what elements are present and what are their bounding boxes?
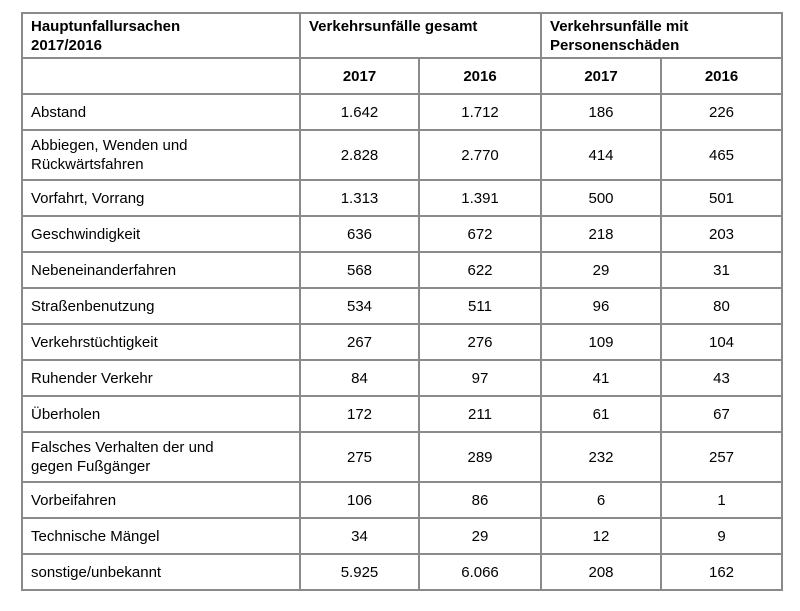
value-cell: 41 — [540, 359, 663, 397]
value-cell: 1.642 — [299, 93, 420, 131]
table-row: Verkehrstüchtigkeit 267 276 109 104 — [21, 323, 784, 361]
value-cell: 31 — [660, 251, 784, 289]
table-row: Abbiegen, Wenden und Rückwärtsfahren 2.8… — [21, 129, 784, 181]
row-label: Falsches Verhalten der und gegen Fußgäng… — [21, 431, 301, 483]
subheader-row: 2017 2016 2017 2016 — [21, 57, 784, 95]
value-cell: 203 — [660, 215, 784, 253]
value-cell: 67 — [660, 395, 784, 433]
value-cell: 636 — [299, 215, 420, 253]
table-container: Hauptunfallursachen 2017/2016 Verkehrsun… — [21, 12, 784, 591]
row-label: sonstige/unbekannt — [21, 553, 301, 591]
value-cell: 211 — [417, 395, 543, 433]
value-cell: 6 — [540, 481, 663, 519]
value-cell: 2.828 — [299, 129, 420, 181]
value-cell: 5.925 — [299, 553, 420, 591]
table-row: Vorfahrt, Vorrang 1.313 1.391 500 501 — [21, 179, 784, 217]
row-label: Nebeneinanderfahren — [21, 251, 301, 289]
header-main-causes: Hauptunfallursachen 2017/2016 — [21, 12, 301, 59]
value-cell: 226 — [660, 93, 784, 131]
value-cell: 208 — [540, 553, 663, 591]
value-cell: 568 — [299, 251, 420, 289]
row-label: Abbiegen, Wenden und Rückwärtsfahren — [21, 129, 301, 181]
value-cell: 2.770 — [417, 129, 543, 181]
table-row: Falsches Verhalten der und gegen Fußgäng… — [21, 431, 784, 483]
value-cell: 289 — [417, 431, 543, 483]
value-cell: 500 — [540, 179, 663, 217]
subheader-injuries-2017: 2017 — [540, 57, 663, 95]
row-label: Abstand — [21, 93, 301, 131]
row-label: Ruhender Verkehr — [21, 359, 301, 397]
row-label: Straßenbenutzung — [21, 287, 301, 325]
row-label: Vorfahrt, Vorrang — [21, 179, 301, 217]
table-row: Nebeneinanderfahren 568 622 29 31 — [21, 251, 784, 289]
value-cell: 6.066 — [417, 553, 543, 591]
value-cell: 96 — [540, 287, 663, 325]
table-row: Ruhender Verkehr 84 97 41 43 — [21, 359, 784, 397]
value-cell: 276 — [417, 323, 543, 361]
row-label: Überholen — [21, 395, 301, 433]
accident-causes-table: Hauptunfallursachen 2017/2016 Verkehrsun… — [21, 12, 784, 591]
value-cell: 80 — [660, 287, 784, 325]
value-cell: 43 — [660, 359, 784, 397]
value-cell: 534 — [299, 287, 420, 325]
value-cell: 1.391 — [417, 179, 543, 217]
value-cell: 9 — [660, 517, 784, 555]
value-cell: 61 — [540, 395, 663, 433]
value-cell: 186 — [540, 93, 663, 131]
value-cell: 275 — [299, 431, 420, 483]
subheader-injuries-2016: 2016 — [660, 57, 784, 95]
table-row: Überholen 172 211 61 67 — [21, 395, 784, 433]
table-row: Geschwindigkeit 636 672 218 203 — [21, 215, 784, 253]
row-label: Vorbeifahren — [21, 481, 301, 519]
table-row: Straßenbenutzung 534 511 96 80 — [21, 287, 784, 325]
value-cell: 97 — [417, 359, 543, 397]
table-row: Abstand 1.642 1.712 186 226 — [21, 93, 784, 131]
table-row: Technische Mängel 34 29 12 9 — [21, 517, 784, 555]
value-cell: 84 — [299, 359, 420, 397]
subheader-total-2017: 2017 — [299, 57, 420, 95]
value-cell: 172 — [299, 395, 420, 433]
value-cell: 12 — [540, 517, 663, 555]
value-cell: 501 — [660, 179, 784, 217]
value-cell: 104 — [660, 323, 784, 361]
value-cell: 29 — [540, 251, 663, 289]
value-cell: 414 — [540, 129, 663, 181]
header-accidents-total: Verkehrsunfälle gesamt — [298, 12, 543, 59]
row-label: Geschwindigkeit — [21, 215, 301, 253]
value-cell: 267 — [299, 323, 420, 361]
header-accidents-injuries: Verkehrsunfälle mit Personenschäden — [540, 12, 784, 59]
value-cell: 106 — [299, 481, 420, 519]
value-cell: 622 — [417, 251, 543, 289]
header-row: Hauptunfallursachen 2017/2016 Verkehrsun… — [21, 12, 784, 59]
value-cell: 34 — [299, 517, 420, 555]
row-label: Verkehrstüchtigkeit — [21, 323, 301, 361]
table-row: Vorbeifahren 106 86 6 1 — [21, 481, 784, 519]
row-label: Technische Mängel — [21, 517, 301, 555]
value-cell: 1.313 — [299, 179, 420, 217]
subheader-total-2016: 2016 — [417, 57, 543, 95]
value-cell: 232 — [540, 431, 663, 483]
subheader-empty-cell — [21, 57, 301, 95]
value-cell: 1.712 — [417, 93, 543, 131]
value-cell: 162 — [660, 553, 784, 591]
value-cell: 257 — [660, 431, 784, 483]
value-cell: 672 — [417, 215, 543, 253]
value-cell: 218 — [540, 215, 663, 253]
value-cell: 86 — [417, 481, 543, 519]
value-cell: 511 — [417, 287, 543, 325]
value-cell: 109 — [540, 323, 663, 361]
table-row: sonstige/unbekannt 5.925 6.066 208 162 — [21, 553, 784, 591]
value-cell: 1 — [660, 481, 784, 519]
value-cell: 29 — [417, 517, 543, 555]
value-cell: 465 — [660, 129, 784, 181]
